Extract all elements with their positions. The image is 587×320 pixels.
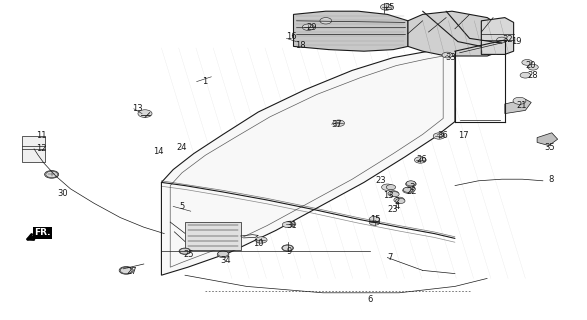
- Text: 14: 14: [153, 148, 163, 156]
- Text: 5: 5: [179, 202, 184, 211]
- Text: 10: 10: [254, 239, 264, 248]
- Text: 16: 16: [286, 32, 297, 41]
- Circle shape: [282, 222, 293, 228]
- Text: 6: 6: [367, 295, 372, 304]
- Circle shape: [396, 198, 405, 204]
- Text: 19: 19: [511, 37, 521, 46]
- Text: 1: 1: [203, 77, 208, 86]
- Text: 7: 7: [387, 253, 393, 262]
- Circle shape: [513, 97, 526, 104]
- Circle shape: [380, 4, 392, 10]
- Text: 23: 23: [376, 176, 386, 185]
- Text: 36: 36: [437, 132, 448, 140]
- Circle shape: [382, 184, 393, 190]
- Bar: [22, 136, 45, 162]
- Polygon shape: [537, 133, 558, 146]
- Circle shape: [255, 237, 267, 243]
- Circle shape: [520, 72, 531, 78]
- Text: 21: 21: [517, 101, 527, 110]
- Circle shape: [528, 64, 538, 70]
- Text: 9: 9: [286, 247, 292, 256]
- Circle shape: [45, 171, 59, 178]
- Text: 8: 8: [549, 175, 554, 184]
- Polygon shape: [505, 99, 531, 114]
- Text: 22: 22: [406, 188, 417, 196]
- Circle shape: [394, 197, 404, 203]
- Circle shape: [46, 171, 58, 178]
- Circle shape: [302, 24, 314, 30]
- Text: 4: 4: [394, 202, 400, 211]
- Text: 32: 32: [502, 36, 512, 44]
- Circle shape: [282, 245, 294, 251]
- Text: 11: 11: [36, 132, 47, 140]
- Circle shape: [369, 216, 380, 222]
- Circle shape: [120, 267, 132, 274]
- Polygon shape: [408, 11, 505, 56]
- Text: 26: 26: [417, 156, 427, 164]
- Text: 35: 35: [545, 143, 555, 152]
- Text: 27: 27: [126, 268, 137, 276]
- Circle shape: [138, 110, 152, 117]
- FancyBboxPatch shape: [185, 222, 241, 250]
- Polygon shape: [481, 18, 514, 54]
- Text: 34: 34: [220, 256, 231, 265]
- Text: 31: 31: [286, 221, 297, 230]
- Text: 2: 2: [394, 197, 400, 206]
- Circle shape: [497, 37, 507, 43]
- Text: 28: 28: [527, 71, 538, 80]
- Circle shape: [388, 191, 399, 196]
- Circle shape: [218, 251, 228, 257]
- Circle shape: [320, 18, 332, 24]
- Text: 30: 30: [58, 189, 68, 198]
- Text: 20: 20: [525, 61, 536, 70]
- Circle shape: [442, 52, 453, 58]
- Text: 17: 17: [458, 132, 468, 140]
- Circle shape: [180, 248, 190, 254]
- Circle shape: [403, 188, 413, 193]
- Circle shape: [333, 120, 345, 126]
- Text: 13: 13: [132, 104, 143, 113]
- Circle shape: [179, 248, 191, 254]
- Text: 12: 12: [36, 144, 47, 153]
- Circle shape: [119, 267, 133, 274]
- Circle shape: [282, 245, 293, 251]
- Circle shape: [522, 60, 532, 65]
- Circle shape: [433, 133, 445, 139]
- Text: 25: 25: [183, 250, 194, 259]
- Polygon shape: [294, 11, 408, 51]
- Circle shape: [369, 220, 380, 225]
- Text: 25: 25: [384, 4, 395, 12]
- Text: 29: 29: [306, 23, 317, 32]
- Text: 15: 15: [370, 215, 380, 224]
- Circle shape: [386, 185, 396, 190]
- Text: 13: 13: [383, 191, 393, 200]
- Text: FR.: FR.: [34, 228, 50, 237]
- Circle shape: [390, 192, 399, 197]
- Circle shape: [406, 181, 416, 186]
- Text: 18: 18: [295, 41, 305, 50]
- Circle shape: [217, 251, 229, 258]
- Circle shape: [403, 187, 413, 192]
- Circle shape: [414, 157, 426, 163]
- Circle shape: [406, 181, 416, 187]
- Text: 3: 3: [410, 183, 415, 192]
- Text: 23: 23: [387, 205, 398, 214]
- Text: 33: 33: [445, 53, 456, 62]
- Polygon shape: [161, 50, 455, 275]
- Circle shape: [285, 221, 296, 227]
- Text: 24: 24: [176, 143, 187, 152]
- Text: 37: 37: [332, 120, 342, 129]
